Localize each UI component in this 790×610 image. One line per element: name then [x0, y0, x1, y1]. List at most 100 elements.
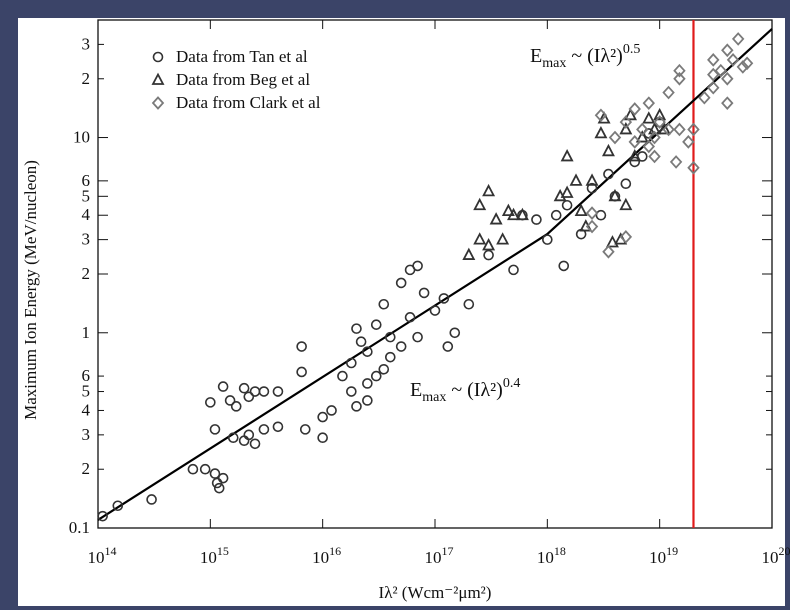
- data-point: [608, 188, 622, 202]
- x-tick-base: 10: [425, 548, 442, 567]
- data-point: [299, 424, 311, 435]
- data-point: [642, 96, 655, 110]
- data-point: [662, 122, 675, 137]
- data-point: [317, 432, 328, 444]
- data-point: [642, 139, 655, 154]
- data-point: [351, 323, 362, 334]
- annotation-superscript: 0.5: [623, 42, 641, 57]
- data-point: [217, 472, 229, 484]
- data-point: [418, 287, 430, 299]
- y-tick-label: 3: [82, 230, 91, 249]
- data-point: [199, 463, 211, 475]
- x-axis-label: Iλ² (Wcm⁻²μm²): [379, 583, 492, 602]
- data-point: [620, 178, 632, 190]
- x-tick-exponent: 14: [105, 544, 117, 558]
- data-point: [585, 219, 599, 234]
- data-point: [601, 143, 615, 157]
- data-point: [721, 71, 734, 86]
- annotation: Emax ~ (Iλ²)0.4: [410, 376, 520, 405]
- data-point: [230, 401, 242, 412]
- y-tick-label: 6: [82, 366, 91, 385]
- data-point: [501, 203, 515, 216]
- data-point: [605, 235, 619, 248]
- legend-marker: [151, 72, 165, 85]
- data-point: [628, 135, 641, 149]
- data-point: [628, 102, 641, 116]
- data-point: [687, 160, 700, 175]
- data-point: [258, 424, 270, 435]
- data-point: [507, 207, 521, 221]
- x-tick-label: 1019: [649, 544, 678, 567]
- data-point: [707, 53, 720, 67]
- data-point: [227, 432, 239, 444]
- data-point: [362, 395, 373, 406]
- data-point: [721, 43, 734, 58]
- data-point: [515, 207, 529, 221]
- x-tick-exponent: 19: [666, 544, 678, 558]
- data-point: [404, 312, 416, 323]
- data-point: [629, 156, 641, 168]
- data-point: [603, 168, 614, 180]
- data-point: [673, 122, 686, 137]
- data-point: [97, 510, 108, 522]
- x-tick-base: 10: [312, 548, 329, 567]
- data-point: [482, 183, 496, 197]
- data-point: [213, 482, 225, 494]
- data-point: [483, 249, 494, 261]
- x-tick-label: 1020: [762, 544, 790, 567]
- data-point: [619, 230, 633, 244]
- data-point: [378, 363, 390, 375]
- y-tick-label: 0.1: [69, 518, 90, 537]
- x-tick-exponent: 16: [329, 544, 341, 558]
- data-point: [687, 122, 700, 137]
- data-point: [707, 80, 720, 95]
- data-point: [508, 264, 519, 276]
- data-point: [362, 378, 373, 389]
- data-point: [624, 107, 637, 121]
- x-tick-exponent: 18: [554, 544, 566, 558]
- data-point: [642, 111, 656, 124]
- data-point: [585, 206, 599, 220]
- data-point: [224, 395, 236, 406]
- data-point: [351, 401, 362, 412]
- data-point: [346, 386, 357, 397]
- data-point: [653, 115, 666, 129]
- legend-marker: [152, 51, 164, 63]
- y-tick-label: 6: [82, 171, 91, 190]
- legend-marker: [151, 96, 165, 110]
- data-point: [378, 298, 390, 310]
- data-point: [574, 203, 588, 216]
- data-point: [673, 71, 686, 86]
- data-point: [662, 85, 675, 100]
- data-point: [326, 405, 337, 416]
- y-tick-label: 3: [82, 34, 91, 53]
- data-point: [628, 149, 642, 162]
- data-point: [395, 341, 407, 352]
- annotation-main: E: [410, 379, 422, 401]
- data-point: [669, 155, 683, 169]
- data-point: [489, 212, 503, 225]
- data-point: [429, 305, 441, 316]
- data-point: [243, 429, 255, 441]
- fit-line: [97, 28, 773, 521]
- data-point: [558, 260, 570, 272]
- data-point: [726, 53, 740, 67]
- y-tick-label: 2: [82, 264, 91, 283]
- data-point: [594, 125, 608, 139]
- data-point: [714, 63, 728, 78]
- y-tick-label: 4: [82, 205, 91, 224]
- data-point: [542, 234, 553, 245]
- data-point: [653, 107, 667, 121]
- data-point: [243, 391, 255, 403]
- data-point: [531, 214, 542, 225]
- data-point: [296, 341, 307, 352]
- data-point: [209, 468, 221, 479]
- data-point: [370, 370, 382, 382]
- annotation-subscript: max: [422, 390, 446, 405]
- data-point: [146, 494, 157, 505]
- data-point: [648, 122, 662, 135]
- data-point: [698, 90, 711, 105]
- annotation-middle: ~ (Iλ²): [446, 379, 503, 401]
- data-point: [569, 173, 583, 186]
- y-axis-label: Maximum Ion Energy (MeV/nucleon): [21, 160, 40, 420]
